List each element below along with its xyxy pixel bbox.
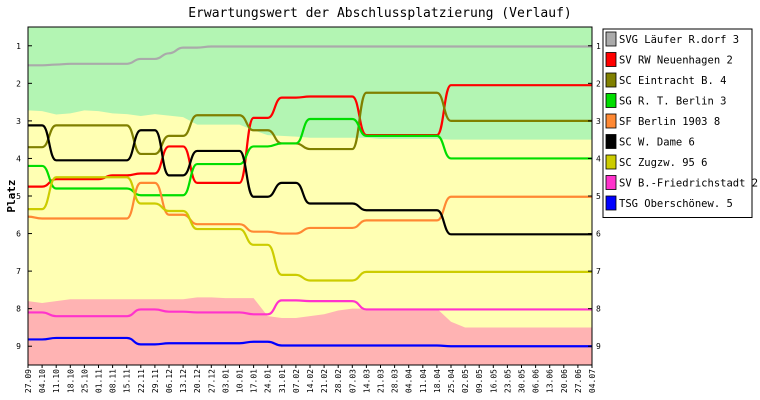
x-tick-label: 28.02 xyxy=(334,369,343,393)
x-tick-label: 14.02 xyxy=(306,369,315,393)
legend-swatch-7 xyxy=(605,175,617,190)
x-tick-label: 13.06 xyxy=(546,369,555,393)
y-tick-label-right: 4 xyxy=(596,154,601,163)
y-tick-label-right: 8 xyxy=(596,305,601,314)
y-tick-label-left: 2 xyxy=(16,79,21,88)
x-tick-label: 27.06 xyxy=(574,369,583,393)
x-tick-label: 09.05 xyxy=(475,369,484,393)
y-tick-label-right: 9 xyxy=(596,342,601,351)
series-line-1 xyxy=(28,84,592,188)
x-tick-label: 17.01 xyxy=(250,369,259,393)
y-tick-label-right: 3 xyxy=(596,117,601,126)
y-tick-label-right: 2 xyxy=(596,79,601,88)
legend-label-5: SC W. Dame 6 xyxy=(619,137,695,149)
legend-label-0: SVG Läufer R.dorf 3 xyxy=(619,34,739,46)
x-tick-label: 08.11 xyxy=(109,369,118,393)
x-tick-label: 16.05 xyxy=(489,369,498,393)
x-tick-label: 13.12 xyxy=(179,369,188,393)
series-line-3 xyxy=(28,117,592,197)
x-tick-label: 14.03 xyxy=(362,369,371,393)
x-tick-label: 24.01 xyxy=(264,369,273,393)
background-zones xyxy=(28,27,592,365)
y-tick-label-right: 1 xyxy=(596,42,601,51)
series-line-7 xyxy=(28,299,592,318)
x-tick-label: 06.06 xyxy=(532,369,541,393)
y-tick-label-left: 6 xyxy=(16,230,21,239)
series-line-4 xyxy=(27,181,592,235)
x-tick-label: 07.03 xyxy=(348,369,357,393)
series-line-0 xyxy=(27,45,592,67)
series-line-8 xyxy=(27,336,592,348)
x-tick-label: 18.10 xyxy=(66,369,75,393)
legend-label-8: TSG Oberschönew. 5 xyxy=(619,198,733,210)
legend: SVG Läufer R.dorf 3 SV RW Neuenhagen 2 SC … xyxy=(602,28,758,218)
y-tick-label-left: 5 xyxy=(16,192,21,201)
legend-swatch-6 xyxy=(605,154,617,170)
x-tick-label: 28.03 xyxy=(391,369,400,393)
x-tick-label: 03.01 xyxy=(221,369,230,393)
x-tick-label: 15.11 xyxy=(123,369,132,393)
legend-swatch-4 xyxy=(605,113,617,129)
zone-2 xyxy=(28,297,592,365)
legend-label-3: SG R. T. Berlin 3 xyxy=(619,96,726,108)
x-tick-label: 31.01 xyxy=(278,369,287,393)
series-line-5 xyxy=(27,124,593,236)
x-axis: 27.09 04.10 11.10 18.10 25.10 01.11 08.11 15.11… xyxy=(24,365,597,393)
x-tick-label: 21.03 xyxy=(377,369,386,393)
x-tick-label: 21.02 xyxy=(320,369,329,393)
legend-swatch-8 xyxy=(605,195,617,211)
y-tick-label-right: 5 xyxy=(596,192,601,201)
legend-label-4: SF Berlin 1903 8 xyxy=(619,116,720,128)
y-tick-label-left: 3 xyxy=(16,117,21,126)
series-line-6 xyxy=(27,176,592,282)
x-tick-label: 30.05 xyxy=(518,369,527,393)
legend-label-6: SC Zugzw. 95 6 xyxy=(619,157,708,169)
x-tick-label: 25.04 xyxy=(447,369,456,393)
series-line-2 xyxy=(28,91,592,156)
x-tick-label: 20.12 xyxy=(193,369,202,393)
legend-swatch-0 xyxy=(605,31,617,47)
x-tick-label: 04.04 xyxy=(405,369,414,393)
legend-swatch-3 xyxy=(605,93,617,108)
y-tick-label-left: 8 xyxy=(16,305,21,314)
x-tick-label: 18.04 xyxy=(433,369,442,393)
y-axis-label: Platz xyxy=(5,179,18,212)
x-tick-label: 22.11 xyxy=(137,369,146,393)
legend-swatch-2 xyxy=(605,72,617,88)
y-tick-label-left: 7 xyxy=(16,267,21,276)
x-tick-label: 27.09 xyxy=(24,369,33,393)
x-tick-label: 07.02 xyxy=(292,369,301,393)
chart-title: Erwartungswert der Abschlussplatzierung … xyxy=(188,6,572,21)
x-tick-label: 20.06 xyxy=(560,369,569,393)
legend-swatch-5 xyxy=(605,134,617,149)
x-tick-label: 29.11 xyxy=(151,369,160,393)
x-tick-label: 04.10 xyxy=(38,369,47,393)
x-tick-label: 11.10 xyxy=(52,369,61,393)
x-tick-label: 04.07 xyxy=(588,369,597,393)
x-tick-label: 01.11 xyxy=(95,369,104,393)
y-tick-label-left: 9 xyxy=(16,342,21,351)
x-tick-label: 06.12 xyxy=(165,369,174,393)
legend-label-1: SV RW Neuenhagen 2 xyxy=(619,55,733,67)
series-layer xyxy=(27,45,593,348)
y-tick-label-left: 4 xyxy=(16,154,21,163)
x-tick-label: 25.10 xyxy=(80,369,89,393)
y-tick-label-right: 7 xyxy=(596,267,601,276)
x-tick-label: 02.05 xyxy=(461,369,470,393)
legend-swatch-1 xyxy=(605,52,617,67)
x-tick-label: 10.01 xyxy=(236,369,245,393)
x-tick-label: 11.04 xyxy=(419,369,428,393)
y-axis-left: 1 2 3 4 5 6 7 8 9 xyxy=(16,42,32,351)
legend-label-7: SV B.-Friedrichstadt 2 xyxy=(619,178,758,190)
legend-label-2: SC Eintracht B. 4 xyxy=(619,75,726,87)
x-tick-label: 23.05 xyxy=(503,369,512,393)
legend-box xyxy=(602,28,753,218)
y-tick-label-left: 1 xyxy=(16,42,21,51)
y-axis-right: 1 2 3 4 5 6 7 8 9 xyxy=(588,42,601,351)
x-tick-label: 27.12 xyxy=(207,369,216,393)
y-tick-label-right: 6 xyxy=(596,230,601,239)
